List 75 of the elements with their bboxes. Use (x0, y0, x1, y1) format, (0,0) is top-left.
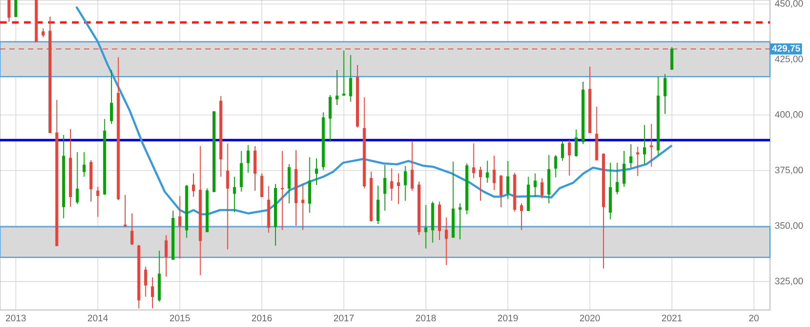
candlestick (150, 276, 154, 309)
candlestick (124, 194, 127, 228)
ref-line-label: 429,75 (772, 44, 800, 53)
candlestick (540, 178, 544, 199)
x-tick-label: 2020 (580, 314, 600, 322)
y-tick-label: 450,00 (774, 0, 803, 8)
candlestick (561, 140, 564, 162)
candlestick (410, 141, 414, 192)
line-series (75, 6, 673, 216)
candlestick (622, 150, 626, 188)
candlestick (82, 152, 86, 178)
candlestick (506, 160, 510, 200)
candlestick (232, 176, 236, 213)
x-tick-label: 2014 (88, 314, 108, 322)
candlestick (226, 142, 230, 250)
candlestick (178, 196, 182, 259)
x-tick-label: 2016 (252, 314, 272, 322)
candlestick (616, 162, 619, 195)
x-tick-label: 2013 (6, 314, 26, 322)
candlestick (636, 146, 640, 177)
candlestick (404, 166, 407, 202)
candlestick (342, 50, 346, 96)
candlestick (335, 69, 338, 106)
candlestick (14, 0, 18, 17)
candlestick (246, 144, 250, 174)
candlestick (314, 158, 318, 186)
x-tick-label: 2018 (416, 314, 436, 322)
x-tick-label: 2019 (498, 314, 518, 322)
candlestick (301, 182, 304, 231)
x-tick-label: 2015 (170, 314, 190, 322)
y-tick-label: 375,00 (775, 166, 803, 174)
candlestick (492, 155, 496, 191)
candlestick (520, 202, 524, 231)
candlestick (253, 146, 256, 192)
candlestick (664, 73, 667, 114)
candlestick (424, 204, 428, 249)
y-tick-label: 425,00 (774, 56, 803, 64)
candlestick (574, 128, 578, 158)
y-tick-label: 325,00 (775, 278, 803, 286)
candlestick (397, 172, 400, 205)
candlestick (96, 186, 100, 218)
candlestick (650, 123, 653, 168)
candlestick (349, 54, 352, 102)
candlestick (643, 124, 646, 165)
candlestick (554, 154, 558, 178)
candlestick (328, 94, 332, 142)
candlestick (472, 142, 476, 179)
y-tick-label: 350,00 (775, 222, 803, 230)
candlestick (76, 152, 79, 205)
candlestick (479, 166, 482, 202)
candlestick (260, 172, 264, 198)
candlestick (144, 266, 148, 298)
candlestick (534, 172, 537, 198)
candlestick (288, 164, 291, 204)
candlestick (383, 164, 386, 212)
candlestick (110, 69, 113, 124)
candlestick (376, 185, 380, 225)
x-tick-label: 2021 (662, 314, 682, 322)
candlestick (130, 212, 134, 246)
candlestick (164, 234, 168, 278)
candlestick (670, 46, 674, 70)
candlestick (568, 140, 571, 176)
x-tick-label: 2017 (334, 314, 354, 322)
candlestick (240, 150, 243, 192)
x-tick-label: 20 (749, 314, 759, 322)
y-tick-label: 400,00 (774, 111, 803, 119)
candlestick (486, 160, 489, 184)
candlestick (308, 156, 312, 214)
candlestick (7, 0, 10, 22)
candlestick (629, 144, 632, 168)
candlestick (444, 216, 448, 266)
candlestick (500, 174, 503, 208)
candlestick (192, 172, 195, 198)
candlestick (390, 168, 394, 202)
candlestick (280, 150, 284, 231)
